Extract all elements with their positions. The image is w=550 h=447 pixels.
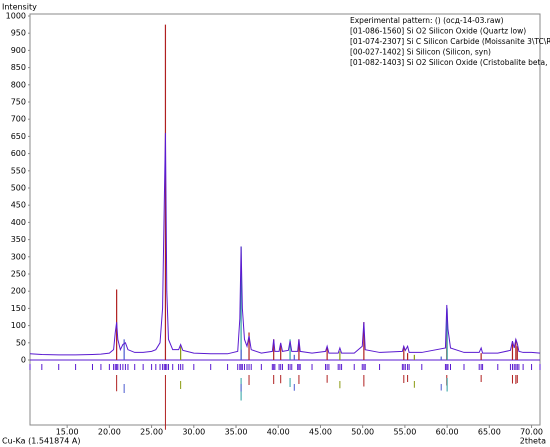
y-tick-label: 550 xyxy=(11,166,26,175)
legend-entry: [01-086-1560] Si O2 Silicon Oxide (Quart… xyxy=(350,27,526,36)
plot-frame xyxy=(29,13,541,426)
y-tick-label: 650 xyxy=(11,132,26,141)
y-tick-label: 700 xyxy=(11,115,26,124)
y-tick-label: 1000 xyxy=(6,12,26,21)
legend-entry: [01-074-2307] Si C Silicon Carbide (Mois… xyxy=(350,37,550,46)
x-tick-label: 20.00 xyxy=(98,428,121,437)
legend-entry: [00-027-1402] Si Silicon (Silicon, syn) xyxy=(350,48,491,57)
experimental-pattern xyxy=(29,132,541,356)
x-tick-label: 50.00 xyxy=(351,428,374,437)
legend-entry: Experimental pattern: () (осд-14-03.raw) xyxy=(350,16,504,25)
y-tick-label: 350 xyxy=(11,235,26,244)
y-tick-label: 900 xyxy=(11,46,26,55)
legend-entry: [01-082-1403] Si O2 Silicon Oxide (Crist… xyxy=(350,58,550,67)
y-tick-label: 850 xyxy=(11,63,26,72)
footnote: Cu-Ka (1.541874 A) xyxy=(2,437,81,446)
x-axis-label: 2theta xyxy=(520,437,546,446)
y-tick-label: 200 xyxy=(11,287,26,296)
y-tick-label: 500 xyxy=(11,184,26,193)
x-tick-label: 60.00 xyxy=(436,428,459,437)
x-tick-label: 15.00 xyxy=(56,428,79,437)
y-tick-label: 600 xyxy=(11,149,26,158)
x-tick-label: 30.00 xyxy=(182,428,205,437)
y-tick-label: 50 xyxy=(16,338,26,347)
y-tick-label: 750 xyxy=(11,98,26,107)
y-tick-label: 300 xyxy=(11,252,26,261)
x-tick-label: 65.00 xyxy=(478,428,501,437)
y-tick-label: 950 xyxy=(11,29,26,38)
x-tick-label: 70.00 xyxy=(520,428,543,437)
x-tick-label: 25.00 xyxy=(140,428,163,437)
y-tick-label: 250 xyxy=(11,270,26,279)
y-tick-label: 450 xyxy=(11,201,26,210)
x-tick-label: 35.00 xyxy=(225,428,248,437)
x-tick-label: 45.00 xyxy=(309,428,332,437)
y-axis-label: Intensity xyxy=(2,3,37,12)
y-tick-label: 150 xyxy=(11,304,26,313)
y-tick-label: 400 xyxy=(11,218,26,227)
y-tick-label: 100 xyxy=(11,321,26,330)
x-tick-label: 55.00 xyxy=(393,428,416,437)
x-tick-label: 40.00 xyxy=(267,428,290,437)
y-tick-label: 800 xyxy=(11,80,26,89)
y-tick-label: 0 xyxy=(21,356,26,365)
